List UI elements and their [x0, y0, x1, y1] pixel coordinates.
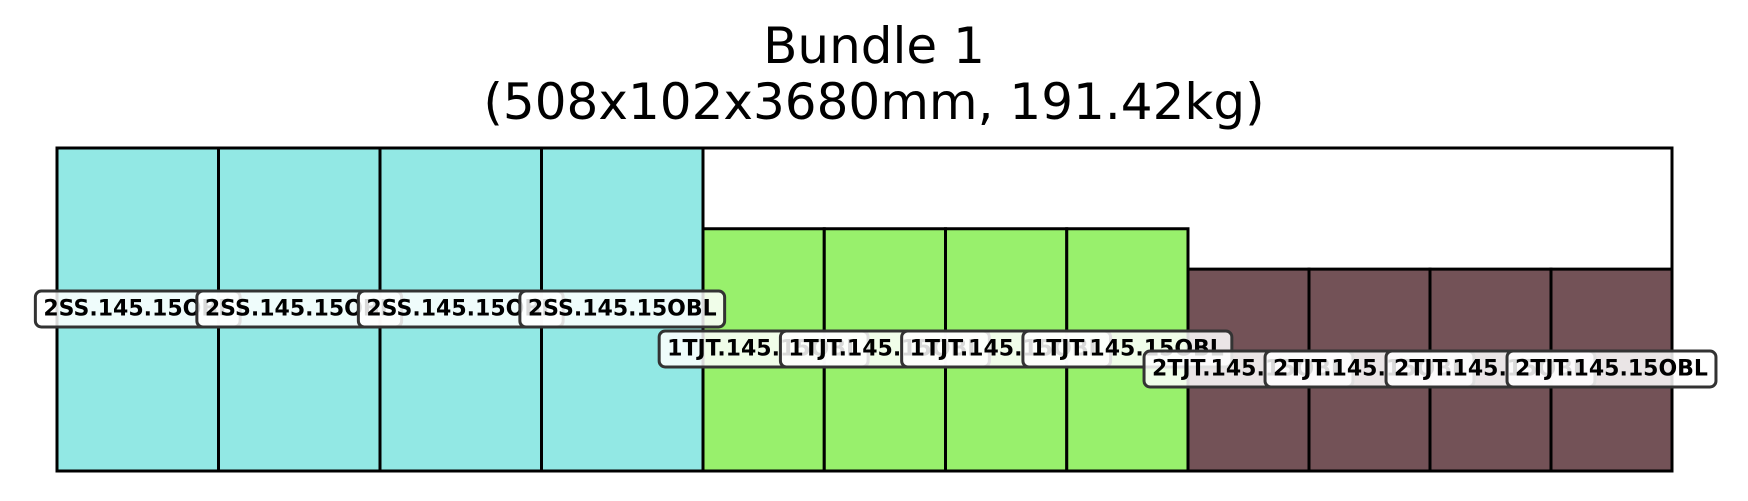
piece-label-2ss-4: 2SS.145.15OBL — [518, 289, 727, 329]
labels-layer: 2SS.145.15OBL2SS.145.15OBL2SS.145.15OBL2… — [33, 289, 1718, 389]
bundle-title: Bundle 1 — [763, 17, 985, 75]
piece-label-2ss-2: 2SS.145.15OBL — [195, 289, 404, 329]
label-text: 2TJT.145.15OBL — [1515, 357, 1708, 382]
diagram-title: Bundle 1 (508x102x3680mm, 191.42kg) — [0, 18, 1748, 130]
label-box — [518, 289, 727, 329]
piece-label-2ss-3: 2SS.145.15OBL — [356, 289, 565, 329]
label-box — [1505, 349, 1718, 389]
bundle-subtitle: (508x102x3680mm, 191.42kg) — [483, 73, 1265, 131]
label-text: 2SS.145.15OBL — [528, 297, 717, 322]
piece-label-2tjt-4: 2TJT.145.15OBL — [1505, 349, 1718, 389]
